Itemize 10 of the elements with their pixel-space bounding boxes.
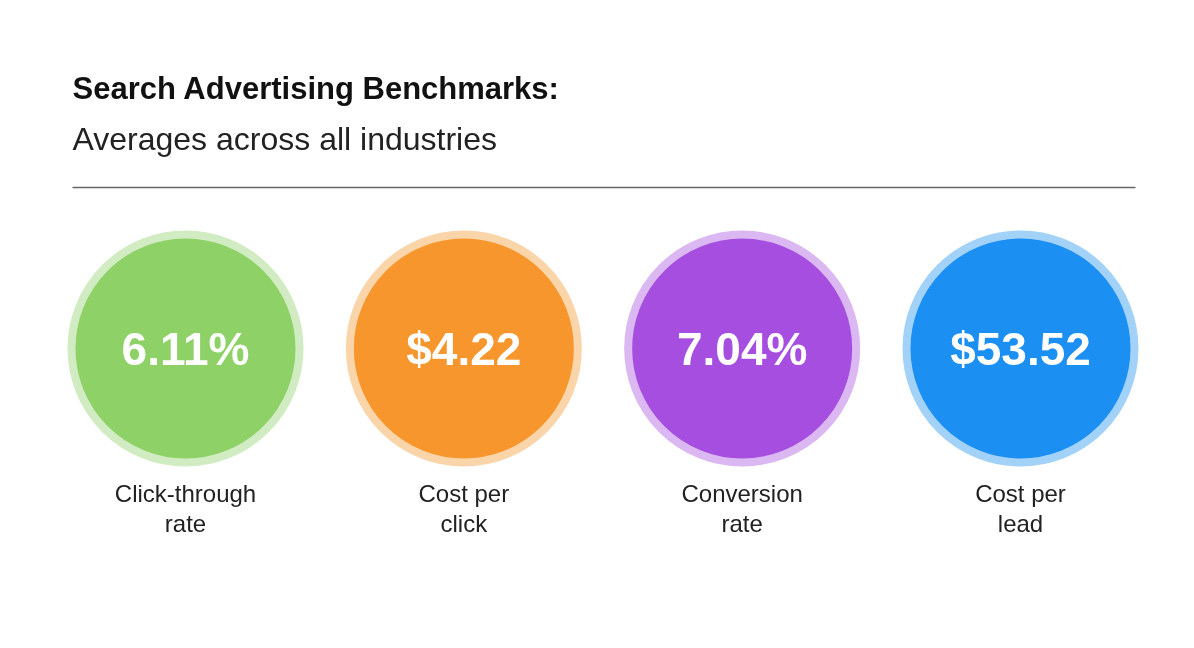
category-label: Cost per click <box>418 480 510 537</box>
text: Search Advertising Benchmarks: <box>72 71 559 106</box>
data-label: 6.11% <box>121 322 250 375</box>
data-label: 7.04% <box>676 322 808 375</box>
category-label: Cost per lead <box>975 480 1066 537</box>
data-label: $4.22 <box>406 322 522 375</box>
category-label: Conversion rate <box>681 480 803 537</box>
text: Averages across all industries <box>72 120 497 157</box>
data-label: $53.52 <box>950 322 1091 375</box>
category-label: Click-through rate <box>114 480 257 537</box>
